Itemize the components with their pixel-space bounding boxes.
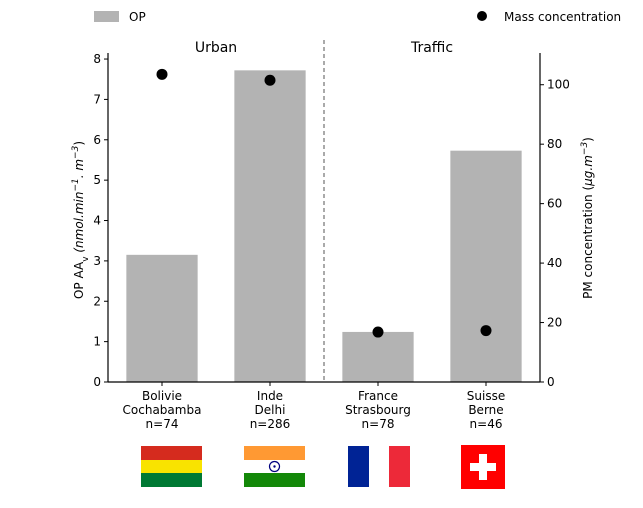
legend-op-swatch	[94, 11, 119, 22]
left-tick-label: 6	[93, 133, 101, 147]
op-bar	[342, 331, 414, 382]
left-tick-label: 2	[93, 294, 101, 308]
plot-area: Urban Traffic012345678020406080100Bolivie…	[93, 40, 570, 431]
left-tick-label: 0	[93, 375, 101, 389]
op-bar	[234, 70, 306, 382]
switzerland-flag	[461, 445, 505, 489]
left-tick-label: 5	[93, 173, 101, 187]
category-tick-label: Strasbourg	[345, 403, 411, 417]
right-axis-label: PM concentration (μg.m−3)	[580, 137, 595, 299]
category-tick-label: Suisse	[467, 389, 505, 403]
category-tick-label: n=78	[362, 417, 395, 431]
right-tick-label: 60	[547, 197, 562, 211]
right-tick-label: 40	[547, 256, 562, 270]
india-flag	[244, 446, 305, 487]
category-tick-label: n=74	[146, 417, 179, 431]
left-tick-label: 3	[93, 254, 101, 268]
category-tick-label: Delhi	[255, 403, 286, 417]
left-tick-label: 8	[93, 52, 101, 66]
category-tick-label: Bolivie	[142, 389, 182, 403]
legend-op-label: OP	[129, 10, 146, 24]
category-tick-label: n=286	[250, 417, 291, 431]
op-bar	[126, 254, 198, 382]
category-tick-label: Berne	[468, 403, 503, 417]
flags	[141, 445, 505, 489]
group-label: Urban	[195, 40, 237, 56]
right-tick-label: 0	[547, 375, 555, 389]
legend: OP Mass concentration	[94, 10, 621, 24]
op-bar	[450, 150, 522, 382]
category-tick-label: France	[358, 389, 398, 403]
left-tick-label: 4	[93, 214, 101, 228]
bolivia-flag	[141, 446, 202, 487]
right-tick-label: 20	[547, 316, 562, 330]
left-tick-label: 1	[93, 335, 101, 349]
category-tick-label: n=46	[470, 417, 503, 431]
legend-mass-marker	[477, 11, 487, 21]
left-tick-label: 7	[93, 92, 101, 106]
category-tick-label: Cochabamba	[123, 403, 202, 417]
mass-concentration-point	[372, 326, 384, 338]
mass-concentration-point	[480, 325, 492, 337]
category-tick-label: Inde	[257, 389, 283, 403]
france-flag	[348, 446, 410, 487]
right-tick-label: 80	[547, 137, 562, 151]
right-tick-label: 100	[547, 78, 570, 92]
mass-concentration-point	[264, 74, 276, 86]
left-axis-label: OP AAv (nmol.min−1. m−3)	[71, 141, 91, 299]
legend-mass-label: Mass concentration	[504, 10, 621, 24]
mass-concentration-point	[156, 68, 168, 80]
group-label: Traffic	[410, 40, 453, 56]
